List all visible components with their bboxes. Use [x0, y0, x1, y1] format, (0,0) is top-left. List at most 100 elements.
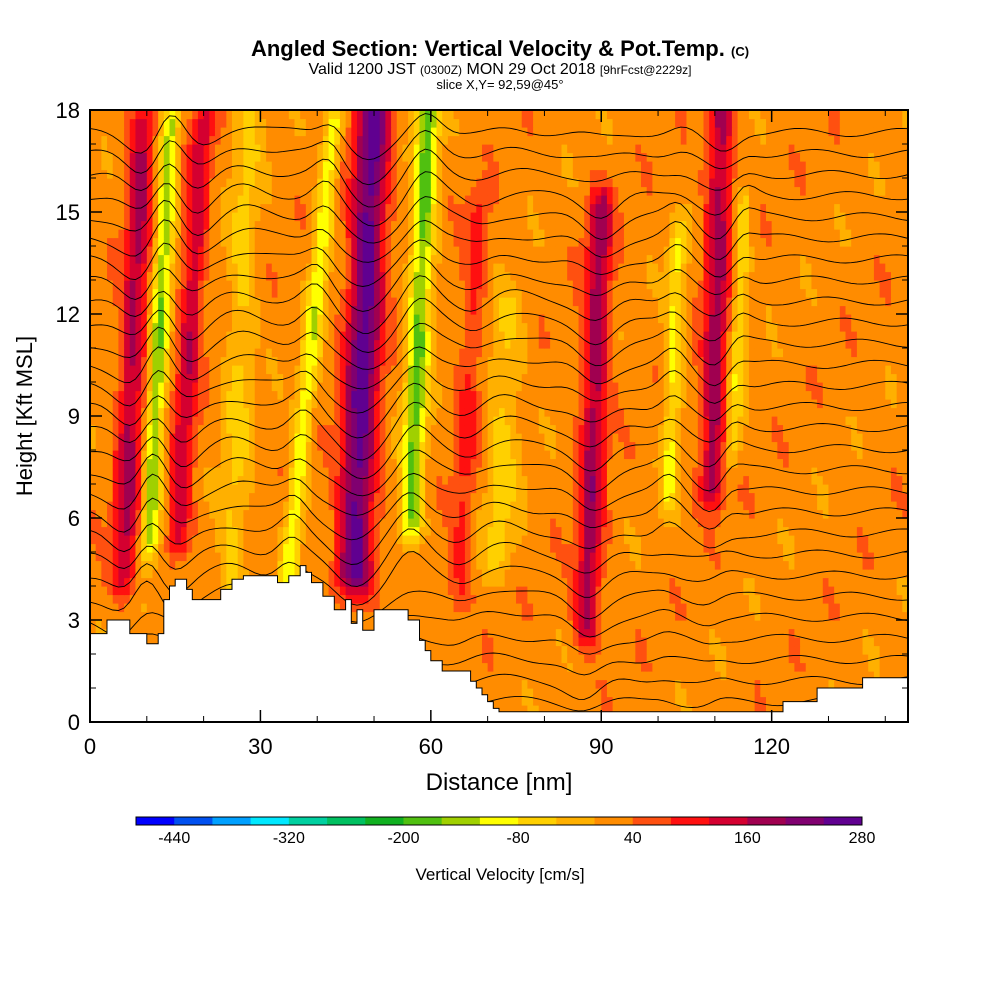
field-cell: [391, 586, 398, 596]
field-cell: [845, 543, 852, 553]
field-cell: [720, 552, 727, 562]
field-cell: [152, 637, 159, 647]
field-cell: [362, 492, 369, 502]
field-cell: [567, 509, 574, 519]
field-cell: [697, 603, 705, 613]
field-cell: [709, 705, 716, 715]
field-cell: [885, 433, 892, 443]
field-cell: [669, 628, 676, 638]
field-cell: [447, 475, 455, 485]
field-cell: [413, 433, 421, 443]
field-cell: [430, 492, 438, 502]
field-cell: [90, 611, 97, 621]
field-cell: [192, 526, 199, 536]
field-cell: [129, 586, 137, 596]
field-cell: [612, 501, 619, 511]
field-cell: [550, 509, 557, 519]
field-cell: [754, 535, 761, 545]
field-cell: [760, 696, 767, 706]
field-cell: [345, 594, 352, 604]
field-cell: [760, 501, 767, 511]
field-cell: [794, 620, 801, 630]
field-cell: [351, 577, 358, 587]
field-cell: [95, 424, 102, 434]
field-cell: [726, 679, 733, 689]
field-cell: [771, 475, 778, 485]
field-cell: [612, 611, 619, 621]
field-cell: [606, 458, 614, 468]
field-cell: [817, 671, 824, 681]
field-cell: [612, 594, 619, 604]
field-cell: [112, 518, 119, 528]
field-cell: [197, 518, 205, 528]
field-cell: [834, 654, 841, 664]
field-cell: [90, 450, 97, 460]
field-cell: [464, 441, 472, 451]
field-cell: [561, 552, 568, 562]
field-cell: [180, 509, 188, 519]
field-cell: [703, 603, 710, 613]
field-cell: [442, 577, 449, 587]
field-cell: [606, 560, 614, 570]
field-cell: [107, 518, 114, 528]
field-cell: [260, 518, 267, 528]
field-cell: [601, 569, 608, 579]
field-cell: [300, 484, 307, 494]
field-cell: [783, 509, 790, 519]
field-cell: [527, 501, 534, 511]
field-cell: [589, 671, 597, 681]
field-cell: [783, 671, 790, 681]
field-cell: [839, 441, 847, 451]
field-cell: [890, 543, 898, 553]
field-cell: [129, 450, 137, 460]
field-cell: [158, 518, 165, 528]
field-cell: [305, 543, 313, 553]
field-cell: [658, 637, 665, 647]
field-cell: [430, 611, 438, 621]
field-cell: [623, 552, 631, 562]
field-cell: [379, 458, 386, 468]
field-cell: [646, 450, 653, 460]
field-cell: [743, 611, 750, 621]
field-cell: [516, 586, 523, 596]
field-cell: [589, 484, 597, 494]
field-cell: [743, 671, 750, 681]
field-cell: [726, 577, 733, 587]
field-cell: [521, 696, 528, 706]
field-cell: [124, 594, 131, 604]
field-cell: [862, 603, 869, 613]
field-cell: [470, 569, 477, 579]
field-cell: [731, 637, 739, 647]
field-cell: [851, 603, 858, 613]
field-cell: [504, 569, 511, 579]
field-cell: [351, 475, 358, 485]
field-cell: [374, 594, 381, 604]
field-cell: [214, 501, 222, 511]
field-cell: [379, 424, 386, 434]
field-cell: [487, 424, 494, 434]
field-cell: [351, 569, 358, 579]
field-cell: [135, 569, 142, 579]
field-cell: [589, 611, 597, 621]
field-cell: [856, 577, 864, 587]
field-cell: [334, 433, 341, 443]
field-cell: [572, 569, 580, 579]
field-cell: [703, 492, 710, 502]
field-cell: [658, 501, 665, 511]
field-cell: [266, 484, 273, 494]
field-cell: [595, 577, 602, 587]
field-cell: [641, 467, 648, 477]
field-cell: [550, 679, 557, 689]
field-cell: [192, 560, 199, 570]
field-cell: [413, 475, 421, 485]
field-cell: [493, 458, 500, 468]
field-cell: [470, 509, 477, 519]
field-cell: [902, 620, 908, 630]
field-cell: [703, 535, 710, 545]
field-cell: [374, 433, 381, 443]
field-cell: [408, 433, 415, 443]
field-cell: [601, 620, 608, 630]
field-cell: [408, 492, 415, 502]
field-cell: [249, 569, 256, 579]
field-cell: [720, 688, 727, 698]
